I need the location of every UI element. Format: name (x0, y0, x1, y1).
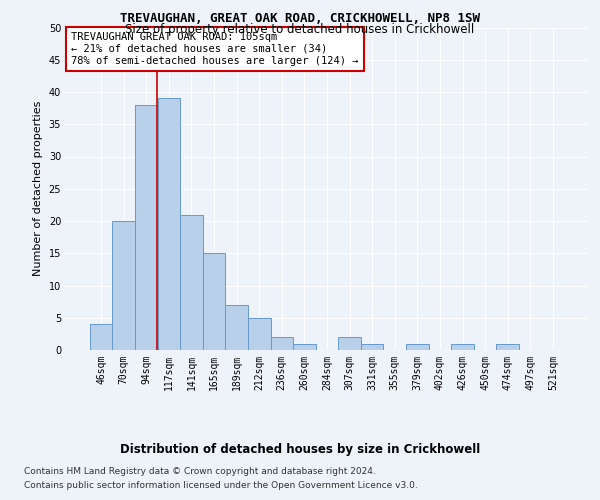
Bar (451, 344, 474, 350)
Text: Contains public sector information licensed under the Open Government Licence v3: Contains public sector information licen… (24, 481, 418, 490)
Bar (226, 305, 248, 350)
Bar (361, 344, 383, 350)
Bar (248, 318, 271, 350)
Bar (293, 344, 316, 350)
Bar (203, 254, 226, 350)
Bar (90, 324, 112, 350)
Bar (158, 98, 180, 350)
Bar (338, 337, 361, 350)
Bar (271, 337, 293, 350)
Bar (406, 344, 428, 350)
Text: Contains HM Land Registry data © Crown copyright and database right 2024.: Contains HM Land Registry data © Crown c… (24, 467, 376, 476)
Text: Distribution of detached houses by size in Crickhowell: Distribution of detached houses by size … (120, 442, 480, 456)
Bar (135, 105, 158, 350)
Y-axis label: Number of detached properties: Number of detached properties (33, 101, 43, 276)
Text: Size of property relative to detached houses in Crickhowell: Size of property relative to detached ho… (125, 22, 475, 36)
Bar (180, 214, 203, 350)
Bar (496, 344, 519, 350)
Text: TREVAUGHAN, GREAT OAK ROAD, CRICKHOWELL, NP8 1SW: TREVAUGHAN, GREAT OAK ROAD, CRICKHOWELL,… (120, 12, 480, 26)
Bar (112, 221, 135, 350)
Text: TREVAUGHAN GREAT OAK ROAD: 105sqm
← 21% of detached houses are smaller (34)
78% : TREVAUGHAN GREAT OAK ROAD: 105sqm ← 21% … (71, 32, 359, 66)
